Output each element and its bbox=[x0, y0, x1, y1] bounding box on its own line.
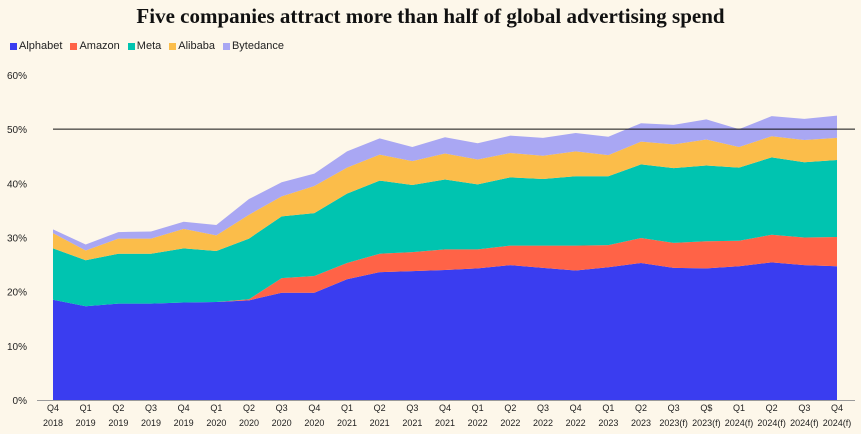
x-tick-year: 2022 bbox=[468, 418, 488, 428]
legend-label-meta: Meta bbox=[136, 40, 162, 52]
area-amazon bbox=[53, 234, 837, 307]
y-axis: 0% 10% 20% 30% 40% 50% 60% bbox=[7, 71, 27, 407]
x-tick-year: 2023(f) bbox=[692, 418, 721, 428]
x-tick-year: 2022 bbox=[500, 418, 520, 428]
legend-swatch-bytedance bbox=[222, 42, 230, 50]
x-tick-quarter: Q1 bbox=[210, 403, 222, 413]
x-tick-quarter: Q2 bbox=[374, 403, 386, 413]
x-tick-quarter: Q1 bbox=[341, 403, 353, 413]
legend-item-alphabet: Alphabet bbox=[10, 40, 62, 52]
y-tick-label: 30% bbox=[7, 234, 27, 245]
x-tick-quarter: Q3 bbox=[668, 403, 680, 413]
x-tick-quarter: Q4 bbox=[831, 403, 843, 413]
x-tick-quarter: Q4 bbox=[308, 403, 320, 413]
x-tick-year: 2019 bbox=[141, 418, 161, 428]
x-tick-year: 2021 bbox=[337, 418, 357, 428]
y-tick-label: 0% bbox=[13, 396, 28, 407]
x-tick-year: 2018 bbox=[43, 418, 63, 428]
x-axis: Q4 2018 Q1 2019 Q2 2019 Q3 2019 Q4 2019 Q1 2020 Q2 20… bbox=[37, 400, 855, 428]
x-tick-year: 2024(f) bbox=[790, 418, 819, 428]
x-tick-year: 2019 bbox=[76, 418, 96, 428]
y-tick-label: 50% bbox=[7, 125, 27, 136]
x-tick-year: 2024(f) bbox=[823, 418, 852, 428]
legend-label-bytedance: Bytedance bbox=[231, 40, 284, 52]
x-tick-quarter: Q2 bbox=[112, 403, 124, 413]
x-tick-quarter: Q2 bbox=[635, 403, 647, 413]
x-tick-year: 2024(f) bbox=[725, 418, 754, 428]
x-tick-quarter: Q3 bbox=[276, 403, 288, 413]
legend-item-bytedance: Bytedance bbox=[222, 40, 284, 52]
x-tick-quarter: Q4 bbox=[47, 403, 59, 413]
x-tick-quarter: Q1 bbox=[80, 403, 92, 413]
x-tick-quarter: Q3 bbox=[406, 403, 418, 413]
x-tick-quarter: Q4 bbox=[439, 403, 451, 413]
x-tick-quarter: Q$ bbox=[700, 403, 712, 413]
x-tick-quarter: Q2 bbox=[504, 403, 516, 413]
x-tick-year: 2021 bbox=[402, 418, 422, 428]
x-tick-year: 2020 bbox=[239, 418, 259, 428]
x-tick-year: 2019 bbox=[108, 418, 128, 428]
y-tick-label: 40% bbox=[7, 179, 27, 190]
legend-swatch-meta bbox=[127, 42, 135, 50]
legend-item-amazon: Amazon bbox=[70, 40, 120, 52]
x-tick-quarter: Q2 bbox=[243, 403, 255, 413]
x-tick-year: 2020 bbox=[272, 418, 292, 428]
chart-title: Five companies attract more than half of… bbox=[136, 4, 725, 28]
y-tick-label: 20% bbox=[7, 288, 27, 299]
x-tick-quarter: Q3 bbox=[537, 403, 549, 413]
x-tick-year: 2021 bbox=[370, 418, 390, 428]
x-tick-quarter: Q1 bbox=[472, 403, 484, 413]
x-tick-quarter: Q4 bbox=[570, 403, 582, 413]
area-alibaba bbox=[53, 136, 837, 261]
x-tick-quarter: Q4 bbox=[178, 403, 190, 413]
legend-swatch-alibaba bbox=[169, 42, 177, 50]
x-tick-year: 2023(f) bbox=[659, 418, 688, 428]
x-tick-quarter: Q3 bbox=[145, 403, 157, 413]
x-tick-quarter: Q2 bbox=[766, 403, 778, 413]
x-tick-year: 2022 bbox=[566, 418, 586, 428]
x-tick-year: 2024(f) bbox=[757, 418, 786, 428]
legend-item-meta: Meta bbox=[127, 40, 162, 52]
y-tick-label: 60% bbox=[7, 71, 27, 82]
x-tick-quarter: Q1 bbox=[733, 403, 745, 413]
x-tick-year: 2021 bbox=[435, 418, 455, 428]
area-meta bbox=[53, 157, 837, 307]
x-tick-year: 2020 bbox=[206, 418, 226, 428]
x-tick-year: 2023 bbox=[598, 418, 618, 428]
x-tick-year: 2023 bbox=[631, 418, 651, 428]
legend-swatch-alphabet bbox=[10, 42, 17, 50]
y-tick-label: 10% bbox=[7, 342, 27, 353]
x-tick-quarter: Q3 bbox=[798, 403, 810, 413]
legend-label-alphabet: Alphabet bbox=[19, 40, 63, 52]
x-tick-quarter: Q1 bbox=[602, 403, 614, 413]
x-tick-year: 2020 bbox=[304, 418, 324, 428]
area-alphabet bbox=[53, 262, 837, 400]
legend-item-alibaba: Alibaba bbox=[169, 40, 215, 52]
legend-swatch-amazon bbox=[70, 42, 78, 50]
x-tick-year: 2019 bbox=[174, 418, 194, 428]
x-tick-year: 2022 bbox=[533, 418, 553, 428]
area-layers bbox=[53, 115, 837, 400]
legend-label-alibaba: Alibaba bbox=[178, 40, 215, 52]
legend: Alphabet Amazon Meta Alibaba Bytedance bbox=[10, 40, 284, 52]
legend-label-amazon: Amazon bbox=[79, 40, 120, 52]
